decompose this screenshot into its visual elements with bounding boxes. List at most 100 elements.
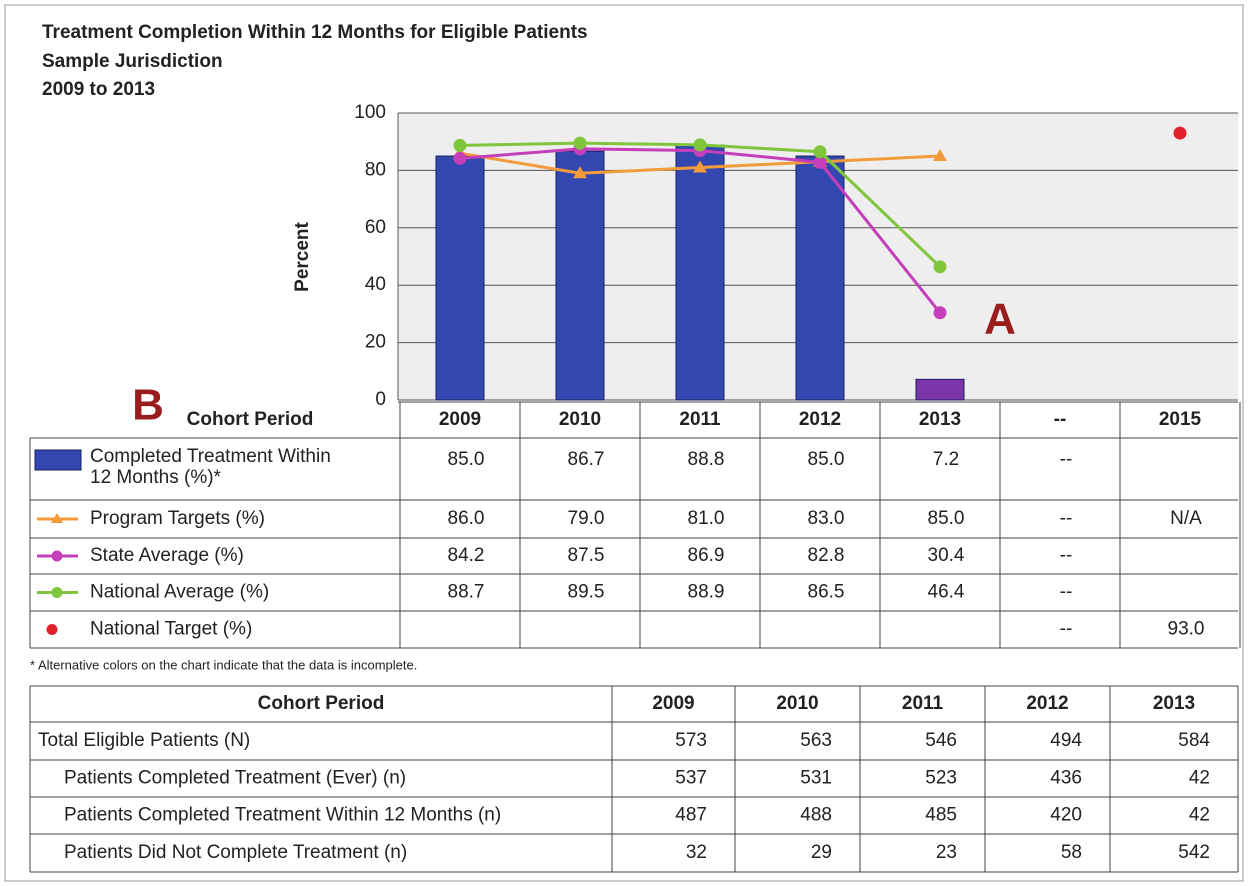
value-label: 79.0: [568, 508, 605, 529]
value-label: --: [1060, 545, 1073, 566]
row-label: Total Eligible Patients (N): [38, 730, 250, 751]
value-label: 46.4: [928, 582, 965, 603]
value-label: 86.9: [688, 545, 725, 566]
point: [453, 138, 467, 152]
legend-marker: [51, 550, 63, 562]
bar: [795, 155, 845, 401]
value-label: 81.0: [688, 508, 725, 529]
x-tick-label: 2010: [559, 409, 601, 430]
value-label: 85.0: [808, 449, 845, 470]
period: 2009 to 2013: [42, 79, 155, 100]
category-header: Cohort Period: [187, 409, 314, 430]
cell: 531: [800, 768, 832, 789]
cell: 573: [675, 730, 707, 751]
value-label: N/A: [1170, 508, 1202, 529]
x-tick-label: 2011: [679, 409, 721, 430]
cell: 563: [800, 730, 832, 751]
y-tick-label: 60: [365, 217, 386, 238]
point: [693, 160, 707, 173]
value-label: 85.0: [448, 449, 485, 470]
value-label: --: [1060, 508, 1073, 529]
legend-label: National Average (%): [90, 582, 269, 603]
cell: 487: [675, 805, 707, 826]
cell: 494: [1050, 730, 1082, 751]
point: [933, 260, 947, 274]
row-label: Patients Did Not Complete Treatment (n): [64, 842, 407, 863]
value-label: 85.0: [928, 508, 965, 529]
point: [813, 145, 827, 159]
value-label: 83.0: [808, 508, 845, 529]
bar: [435, 155, 485, 401]
y-tick-label: 0: [375, 389, 386, 410]
outer-border: [4, 4, 1244, 882]
cell: 420: [1050, 805, 1082, 826]
cell: 436: [1050, 768, 1082, 789]
cell: 542: [1178, 842, 1210, 863]
legend-swatch: [34, 449, 82, 471]
cell: 523: [925, 768, 957, 789]
value-label: 7.2: [933, 449, 959, 470]
y-tick-label: 100: [354, 102, 386, 123]
point: [1173, 126, 1187, 140]
x-tick-label: 2012: [799, 409, 841, 430]
table-header: 2009: [652, 693, 694, 714]
value-label: 88.7: [448, 582, 485, 603]
y-tick-label: 40: [365, 274, 386, 295]
bar: [915, 378, 965, 401]
table-header: 2010: [776, 693, 818, 714]
x-tick-label: 2013: [919, 409, 961, 430]
table-header: 2011: [902, 693, 944, 714]
value-label: --: [1060, 449, 1073, 470]
value-label: 82.8: [808, 545, 845, 566]
footnote: * Alternative colors on the chart indica…: [30, 657, 417, 672]
cell: 42: [1189, 768, 1210, 789]
value-label: 86.5: [808, 582, 845, 603]
cell: 42: [1189, 805, 1210, 826]
table-header: 2013: [1153, 693, 1195, 714]
cell: 32: [686, 842, 707, 863]
point: [813, 155, 827, 169]
value-label: 93.0: [1168, 619, 1205, 640]
cell: 584: [1178, 730, 1210, 751]
point: [573, 136, 587, 150]
value-label: 88.9: [688, 582, 725, 603]
x-tick-label: 2009: [439, 409, 481, 430]
point: [693, 138, 707, 152]
row-label: Patients Completed Treatment (Ever) (n): [64, 768, 406, 789]
point: [933, 306, 947, 320]
legend-marker: [51, 513, 63, 523]
y-tick-label: 80: [365, 159, 386, 180]
value-label: 84.2: [448, 545, 485, 566]
cell: 29: [811, 842, 832, 863]
x-tick-label: 2015: [1159, 409, 1202, 430]
legend-marker: [46, 624, 58, 635]
table-header: 2012: [1026, 693, 1068, 714]
legend-marker: [51, 587, 63, 598]
legend-label: State Average (%): [90, 545, 244, 566]
x-tick-label: --: [1054, 409, 1067, 430]
legend-label: Completed Treatment Within 12 Months (%)…: [90, 446, 331, 488]
value-label: --: [1060, 582, 1073, 603]
legend-label: National Target (%): [90, 619, 252, 640]
subtitle: Sample Jurisdiction: [42, 51, 223, 72]
bar: [675, 144, 725, 401]
point: [573, 166, 587, 179]
value-label: 88.8: [688, 449, 725, 470]
title: Treatment Completion Within 12 Months fo…: [42, 22, 588, 43]
cell: 23: [936, 842, 957, 863]
y-axis-label: Percent: [292, 221, 313, 291]
cell: 537: [675, 768, 707, 789]
value-label: --: [1060, 619, 1073, 640]
value-label: 87.5: [568, 545, 605, 566]
value-label: 89.5: [568, 582, 605, 603]
y-tick-label: 20: [365, 332, 386, 353]
cell: 485: [925, 805, 957, 826]
point: [933, 149, 947, 162]
legend-label-box: Completed Treatment Within 12 Months (%)…: [90, 446, 331, 488]
annotation: A: [984, 295, 1016, 344]
point: [453, 151, 467, 165]
table-header: Cohort Period: [258, 693, 385, 714]
row-label: Patients Completed Treatment Within 12 M…: [64, 805, 501, 826]
value-label: 30.4: [928, 545, 965, 566]
